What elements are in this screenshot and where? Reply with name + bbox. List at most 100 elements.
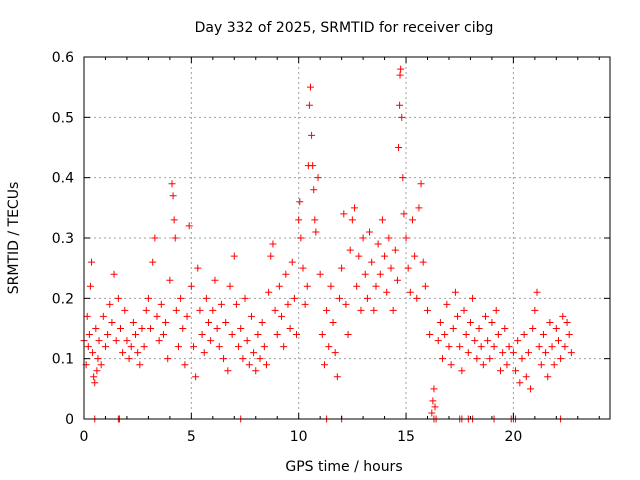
data-point	[396, 101, 404, 109]
data-point	[159, 331, 167, 339]
data-point	[331, 349, 339, 357]
data-point	[385, 234, 393, 242]
data-point	[241, 294, 249, 302]
data-point	[462, 331, 470, 339]
data-point	[312, 228, 320, 236]
data-point	[348, 216, 356, 224]
data-point	[91, 379, 99, 387]
data-point	[503, 361, 511, 369]
data-point	[88, 258, 96, 266]
data-point	[391, 246, 399, 254]
data-point	[318, 331, 326, 339]
data-point	[374, 240, 382, 248]
data-point	[101, 343, 109, 351]
data-point	[217, 300, 225, 308]
data-point	[512, 367, 520, 375]
data-point	[363, 294, 371, 302]
data-point	[501, 325, 509, 332]
data-point	[387, 264, 395, 272]
data-point	[104, 331, 112, 339]
data-point	[267, 252, 275, 260]
data-point	[262, 361, 270, 369]
data-point	[112, 337, 120, 345]
x-tick-label: 10	[290, 429, 308, 445]
points-layer	[80, 65, 575, 423]
data-point	[539, 331, 547, 339]
data-point	[213, 325, 221, 332]
data-point	[484, 337, 492, 345]
data-point	[544, 373, 552, 381]
x-tick-label: 0	[80, 429, 89, 445]
data-point	[250, 349, 258, 357]
data-point	[237, 325, 245, 332]
data-point	[368, 258, 376, 266]
data-point	[417, 180, 425, 188]
data-point	[514, 337, 522, 345]
data-point	[469, 294, 477, 302]
data-point	[299, 264, 307, 272]
data-point	[518, 355, 526, 363]
data-point	[542, 349, 550, 357]
data-point	[408, 216, 416, 224]
data-point	[397, 65, 405, 73]
data-point	[381, 252, 389, 260]
data-point	[398, 113, 406, 121]
data-point	[421, 282, 429, 290]
y-tick-label: 0.2	[52, 291, 74, 307]
data-point	[183, 312, 191, 320]
data-point	[278, 312, 286, 320]
data-point	[529, 325, 537, 332]
data-point	[439, 355, 447, 363]
data-point	[451, 288, 459, 296]
data-point	[301, 300, 309, 308]
data-point	[527, 385, 535, 393]
data-point	[516, 379, 524, 387]
data-point	[554, 337, 562, 345]
data-point	[116, 325, 124, 332]
data-point	[559, 312, 567, 320]
data-point	[280, 343, 288, 351]
data-point	[185, 222, 193, 230]
data-point	[258, 318, 266, 326]
data-point	[419, 258, 427, 266]
y-tick-label: 0.6	[52, 50, 74, 66]
data-point	[200, 349, 208, 357]
data-point	[142, 306, 150, 314]
data-point	[308, 131, 316, 139]
data-point	[85, 331, 93, 339]
data-point	[376, 270, 384, 278]
data-point	[361, 270, 369, 278]
data-point	[271, 306, 279, 314]
y-tick-label: 0.5	[52, 110, 74, 126]
data-point	[99, 312, 107, 320]
data-point	[533, 288, 541, 296]
data-point	[245, 361, 253, 369]
data-point	[471, 337, 479, 345]
data-point	[215, 343, 223, 351]
data-point	[327, 282, 335, 290]
y-tick-label: 0	[65, 412, 74, 428]
data-point	[94, 355, 102, 363]
data-point	[97, 361, 105, 369]
data-point	[335, 294, 343, 302]
data-point	[155, 337, 163, 345]
data-point	[172, 306, 180, 314]
data-point	[106, 300, 114, 308]
data-point	[230, 252, 238, 260]
data-point	[359, 234, 367, 242]
data-point	[456, 343, 464, 351]
data-point	[563, 318, 571, 326]
data-point	[340, 210, 348, 218]
data-point	[92, 325, 100, 332]
data-point	[220, 355, 228, 363]
data-point	[434, 337, 442, 345]
data-point	[243, 337, 251, 345]
data-point	[209, 306, 217, 314]
data-point	[378, 216, 386, 224]
data-point	[235, 343, 243, 351]
data-point	[552, 325, 560, 332]
data-point	[192, 373, 200, 381]
data-point	[123, 337, 131, 345]
data-point	[179, 325, 187, 332]
